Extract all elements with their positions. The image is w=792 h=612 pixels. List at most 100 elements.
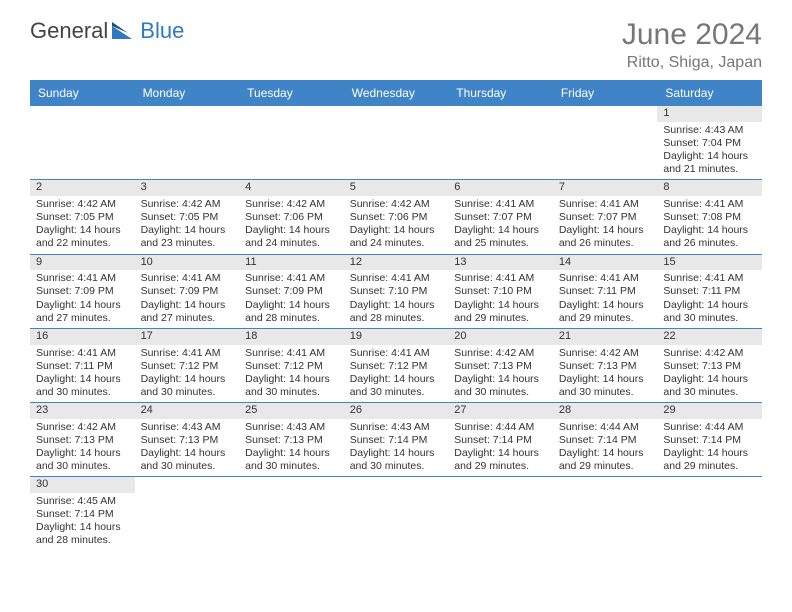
daylight-text: Daylight: 14 hours and 21 minutes. bbox=[663, 150, 758, 176]
day-of-week-header: Sunday Monday Tuesday Wednesday Thursday… bbox=[30, 80, 762, 106]
sunset-text: Sunset: 7:10 PM bbox=[454, 285, 549, 298]
calendar-body: 1Sunrise: 4:43 AMSunset: 7:04 PMDaylight… bbox=[30, 106, 762, 551]
day-info: Sunrise: 4:41 AMSunset: 7:10 PMDaylight:… bbox=[454, 272, 549, 325]
day-number: 20 bbox=[448, 329, 553, 345]
day-number: 3 bbox=[135, 180, 240, 196]
sunset-text: Sunset: 7:14 PM bbox=[454, 434, 549, 447]
sunrise-text: Sunrise: 4:41 AM bbox=[245, 347, 340, 360]
logo-text-1: General bbox=[30, 18, 108, 44]
daylight-text: Daylight: 14 hours and 30 minutes. bbox=[245, 373, 340, 399]
sunrise-text: Sunrise: 4:41 AM bbox=[663, 272, 758, 285]
sunrise-text: Sunrise: 4:41 AM bbox=[141, 272, 236, 285]
day-number: 26 bbox=[344, 403, 449, 419]
dow-friday: Friday bbox=[553, 80, 658, 106]
sunrise-text: Sunrise: 4:43 AM bbox=[663, 124, 758, 137]
sunrise-text: Sunrise: 4:41 AM bbox=[141, 347, 236, 360]
day-info: Sunrise: 4:41 AMSunset: 7:12 PMDaylight:… bbox=[141, 347, 236, 400]
daylight-text: Daylight: 14 hours and 30 minutes. bbox=[350, 447, 445, 473]
sunset-text: Sunset: 7:11 PM bbox=[559, 285, 654, 298]
sunrise-text: Sunrise: 4:42 AM bbox=[350, 198, 445, 211]
sunset-text: Sunset: 7:05 PM bbox=[141, 211, 236, 224]
calendar-cell: 17Sunrise: 4:41 AMSunset: 7:12 PMDayligh… bbox=[135, 329, 240, 402]
daylight-text: Daylight: 14 hours and 30 minutes. bbox=[245, 447, 340, 473]
day-number: 27 bbox=[448, 403, 553, 419]
day-number: 22 bbox=[657, 329, 762, 345]
calendar-cell: 5Sunrise: 4:42 AMSunset: 7:06 PMDaylight… bbox=[344, 180, 449, 253]
calendar-cell: 27 Sunrise: 4:44 AMSunset: 7:14 PMDayligh… bbox=[448, 403, 553, 476]
sunset-text: Sunset: 7:12 PM bbox=[141, 360, 236, 373]
calendar-cell bbox=[135, 477, 240, 550]
calendar-cell bbox=[657, 477, 762, 550]
sunrise-text: Sunrise: 4:41 AM bbox=[350, 272, 445, 285]
sunrise-text: Sunrise: 4:41 AM bbox=[36, 347, 131, 360]
day-info: Sunrise: 4:41 AMSunset: 7:07 PMDaylight:… bbox=[454, 198, 549, 251]
day-info: Sunrise: 4:41 AMSunset: 7:09 PMDaylight:… bbox=[141, 272, 236, 325]
day-number: 24 bbox=[135, 403, 240, 419]
day-info: Sunrise: 4:44 AMSunset: 7:14 PMDaylight:… bbox=[559, 421, 654, 474]
daylight-text: Daylight: 14 hours and 27 minutes. bbox=[141, 299, 236, 325]
calendar-cell: 2 Sunrise: 4:42 AMSunset: 7:05 PMDaylight… bbox=[30, 180, 135, 253]
daylight-text: Daylight: 14 hours and 30 minutes. bbox=[141, 447, 236, 473]
page-header: General Blue June 2024 Ritto, Shiga, Jap… bbox=[0, 0, 792, 78]
daylight-text: Daylight: 14 hours and 29 minutes. bbox=[559, 447, 654, 473]
sunrise-text: Sunrise: 4:42 AM bbox=[559, 347, 654, 360]
sunrise-text: Sunrise: 4:41 AM bbox=[36, 272, 131, 285]
day-info: Sunrise: 4:44 AMSunset: 7:14 PMDaylight:… bbox=[454, 421, 549, 474]
calendar-week: 16Sunrise: 4:41 AMSunset: 7:11 PMDayligh… bbox=[30, 328, 762, 402]
sunset-text: Sunset: 7:04 PM bbox=[663, 137, 758, 150]
day-info: Sunrise: 4:42 AMSunset: 7:05 PMDaylight:… bbox=[36, 198, 131, 251]
day-info: Sunrise: 4:41 AMSunset: 7:11 PMDaylight:… bbox=[559, 272, 654, 325]
calendar-cell: 13Sunrise: 4:41 AMSunset: 7:10 PMDayligh… bbox=[448, 255, 553, 328]
day-number: 2 bbox=[30, 180, 135, 196]
calendar-cell bbox=[239, 477, 344, 550]
dow-tuesday: Tuesday bbox=[239, 80, 344, 106]
calendar-cell: 7Sunrise: 4:41 AMSunset: 7:07 PMDaylight… bbox=[553, 180, 658, 253]
day-info: Sunrise: 4:41 AMSunset: 7:09 PMDaylight:… bbox=[245, 272, 340, 325]
sunset-text: Sunset: 7:13 PM bbox=[141, 434, 236, 447]
day-number: 28 bbox=[553, 403, 658, 419]
daylight-text: Daylight: 14 hours and 30 minutes. bbox=[663, 373, 758, 399]
calendar-cell: 14Sunrise: 4:41 AMSunset: 7:11 PMDayligh… bbox=[553, 255, 658, 328]
calendar-cell: 28 Sunrise: 4:44 AMSunset: 7:14 PMDayligh… bbox=[553, 403, 658, 476]
sunset-text: Sunset: 7:07 PM bbox=[559, 211, 654, 224]
month-title: June 2024 bbox=[622, 18, 762, 52]
calendar: Sunday Monday Tuesday Wednesday Thursday… bbox=[30, 80, 762, 551]
day-number: 30 bbox=[30, 477, 135, 493]
day-info: Sunrise: 4:44 AMSunset: 7:14 PMDaylight:… bbox=[663, 421, 758, 474]
daylight-text: Daylight: 14 hours and 30 minutes. bbox=[454, 373, 549, 399]
calendar-cell: 12Sunrise: 4:41 AMSunset: 7:10 PMDayligh… bbox=[344, 255, 449, 328]
sunset-text: Sunset: 7:05 PM bbox=[36, 211, 131, 224]
calendar-cell: 24Sunrise: 4:43 AMSunset: 7:13 PMDayligh… bbox=[135, 403, 240, 476]
sunrise-text: Sunrise: 4:44 AM bbox=[559, 421, 654, 434]
sunset-text: Sunset: 7:13 PM bbox=[663, 360, 758, 373]
sunrise-text: Sunrise: 4:41 AM bbox=[454, 198, 549, 211]
day-info: Sunrise: 4:43 AMSunset: 7:13 PMDaylight:… bbox=[245, 421, 340, 474]
sunrise-text: Sunrise: 4:45 AM bbox=[36, 495, 131, 508]
sunset-text: Sunset: 7:12 PM bbox=[350, 360, 445, 373]
sunset-text: Sunset: 7:08 PM bbox=[663, 211, 758, 224]
dow-saturday: Saturday bbox=[657, 80, 762, 106]
calendar-cell: 9Sunrise: 4:41 AMSunset: 7:09 PMDaylight… bbox=[30, 255, 135, 328]
day-info: Sunrise: 4:41 AMSunset: 7:12 PMDaylight:… bbox=[245, 347, 340, 400]
day-number: 19 bbox=[344, 329, 449, 345]
sunrise-text: Sunrise: 4:41 AM bbox=[245, 272, 340, 285]
daylight-text: Daylight: 14 hours and 30 minutes. bbox=[141, 373, 236, 399]
daylight-text: Daylight: 14 hours and 29 minutes. bbox=[454, 447, 549, 473]
sunset-text: Sunset: 7:14 PM bbox=[36, 508, 131, 521]
daylight-text: Daylight: 14 hours and 30 minutes. bbox=[663, 299, 758, 325]
calendar-week: 23Sunrise: 4:42 AMSunset: 7:13 PMDayligh… bbox=[30, 402, 762, 476]
sunrise-text: Sunrise: 4:42 AM bbox=[36, 198, 131, 211]
sunrise-text: Sunrise: 4:41 AM bbox=[454, 272, 549, 285]
logo: General Blue bbox=[30, 18, 184, 44]
day-number: 5 bbox=[344, 180, 449, 196]
day-info: Sunrise: 4:42 AMSunset: 7:13 PMDaylight:… bbox=[36, 421, 131, 474]
day-info: Sunrise: 4:42 AMSunset: 7:13 PMDaylight:… bbox=[663, 347, 758, 400]
sunrise-text: Sunrise: 4:42 AM bbox=[141, 198, 236, 211]
calendar-week: 2Sunrise: 4:42 AMSunset: 7:05 PMDaylight… bbox=[30, 179, 762, 253]
calendar-cell: 6Sunrise: 4:41 AMSunset: 7:07 PMDaylight… bbox=[448, 180, 553, 253]
day-number: 13 bbox=[448, 255, 553, 271]
daylight-text: Daylight: 14 hours and 23 minutes. bbox=[141, 224, 236, 250]
day-info: Sunrise: 4:41 AMSunset: 7:09 PMDaylight:… bbox=[36, 272, 131, 325]
daylight-text: Daylight: 14 hours and 26 minutes. bbox=[663, 224, 758, 250]
day-number: 12 bbox=[344, 255, 449, 271]
